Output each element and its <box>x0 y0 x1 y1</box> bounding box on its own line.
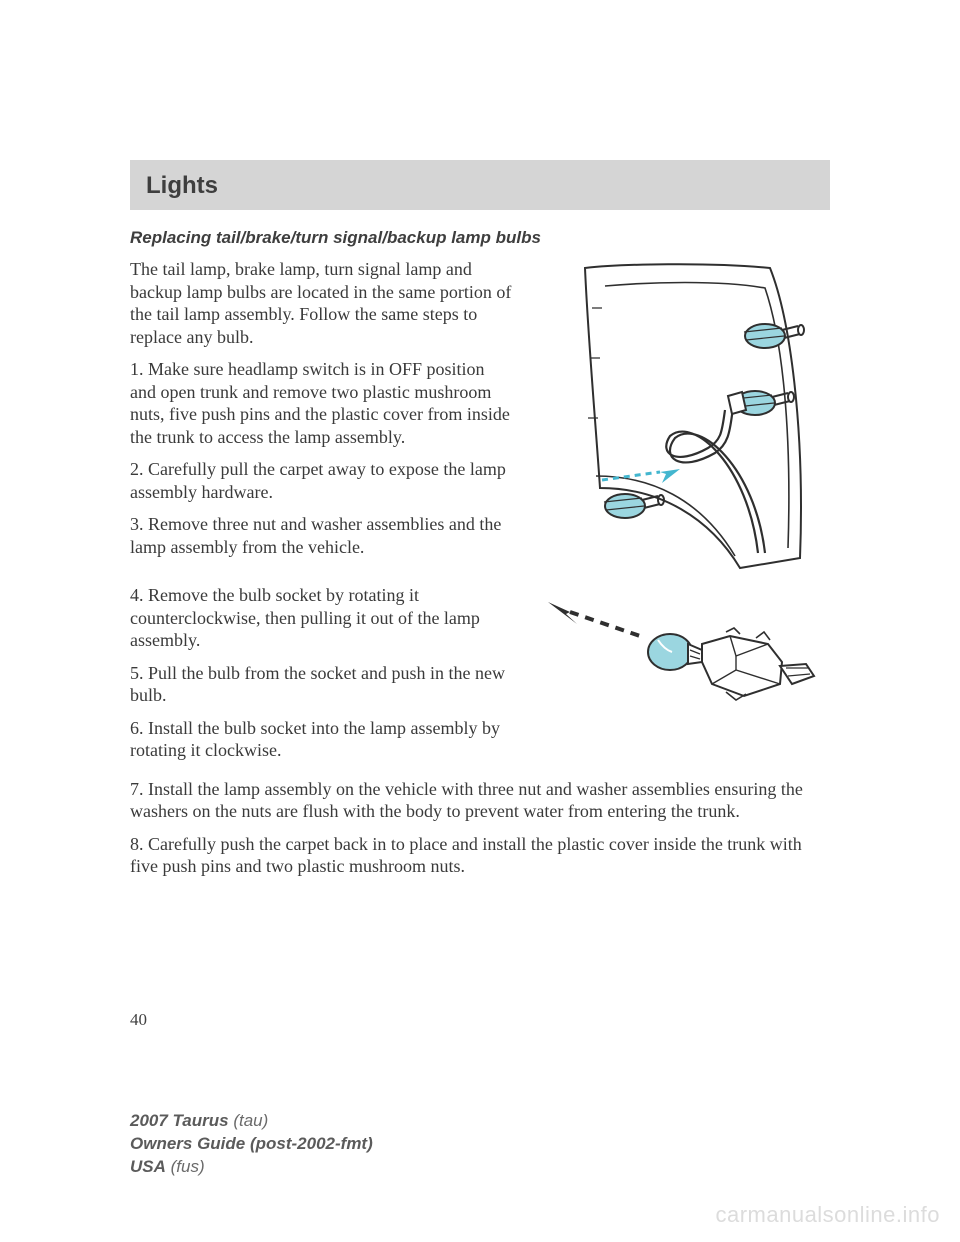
nut-top <box>744 324 804 348</box>
intro-paragraph: The tail lamp, brake lamp, turn signal l… <box>130 258 512 348</box>
manual-page: Lights Replacing tail/brake/turn signal/… <box>0 0 960 878</box>
footer-line-3: USA (fus) <box>130 1156 373 1179</box>
tail-lamp-assembly-illustration <box>530 258 830 578</box>
footer-model-code: (tau) <box>229 1111 269 1130</box>
footer-line-2: Owners Guide (post-2002-fmt) <box>130 1133 373 1156</box>
page-number: 40 <box>130 1010 147 1030</box>
footer-line-1: 2007 Taurus (tau) <box>130 1110 373 1133</box>
figure-1-container <box>530 258 830 578</box>
step-8: 8. Carefully push the carpet back in to … <box>130 833 830 878</box>
step-2: 2. Carefully pull the carpet away to exp… <box>130 458 512 503</box>
subheading: Replacing tail/brake/turn signal/backup … <box>130 228 830 248</box>
text-column-2: 4. Remove the bulb socket by rotating it… <box>130 584 512 772</box>
step-3: 3. Remove three nut and washer assemblie… <box>130 513 512 558</box>
bulb-socket-illustration <box>530 584 830 724</box>
step-7: 7. Install the lamp assembly on the vehi… <box>130 778 830 823</box>
content-row-1: The tail lamp, brake lamp, turn signal l… <box>130 258 830 578</box>
socket-body <box>702 628 814 700</box>
step-5: 5. Pull the bulb from the socket and pus… <box>130 662 512 707</box>
text-column-1: The tail lamp, brake lamp, turn signal l… <box>130 258 512 578</box>
footer-model: 2007 Taurus <box>130 1111 229 1130</box>
full-width-text: 7. Install the lamp assembly on the vehi… <box>130 778 830 878</box>
bulb-icon <box>648 634 702 670</box>
footer-region-code: (fus) <box>166 1157 205 1176</box>
footer-region: USA <box>130 1157 166 1176</box>
watermark: carmanualsonline.info <box>715 1202 940 1228</box>
section-title: Lights <box>146 172 218 199</box>
removal-arrow-icon <box>548 602 640 636</box>
footer: 2007 Taurus (tau) Owners Guide (post-200… <box>130 1110 373 1179</box>
content-row-2: 4. Remove the bulb socket by rotating it… <box>130 584 830 772</box>
footer-guide: Owners Guide (post-2002-fmt) <box>130 1134 373 1153</box>
nut-bottom <box>604 494 664 518</box>
step-6: 6. Install the bulb socket into the lamp… <box>130 717 512 762</box>
step-1: 1. Make sure headlamp switch is in OFF p… <box>130 358 512 448</box>
figure-2-container <box>530 584 830 772</box>
section-header: Lights <box>130 160 830 210</box>
step-4: 4. Remove the bulb socket by rotating it… <box>130 584 512 652</box>
